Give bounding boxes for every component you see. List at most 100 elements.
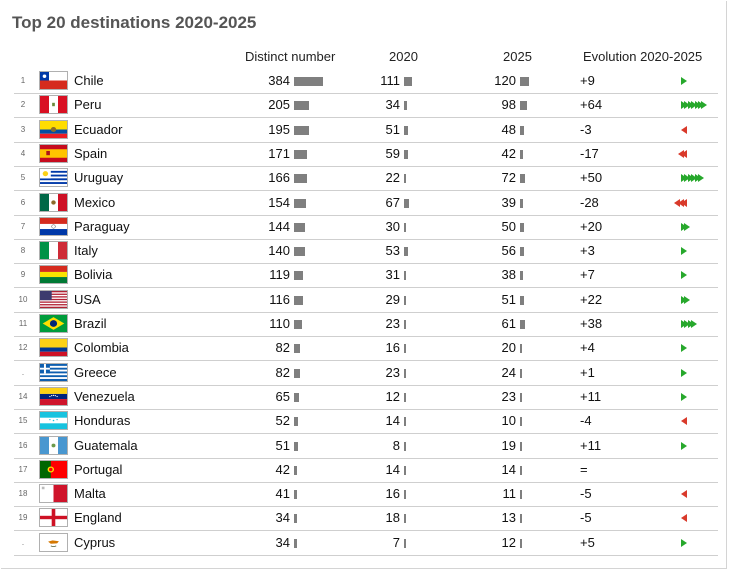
bar-2020: [404, 320, 406, 329]
bar-2020: [404, 149, 408, 159]
arrow-up-icon: [684, 222, 691, 231]
arrow-up-icon: [681, 77, 687, 85]
value-2020: 59: [385, 145, 400, 161]
evolution-value: +64: [580, 97, 603, 113]
value-2025: 12: [501, 534, 516, 550]
bar-2025: [520, 392, 522, 402]
country-name: Chile: [74, 73, 104, 88]
arrow-up-icon: [691, 174, 698, 183]
arrow-up-icon: [687, 320, 694, 328]
arrow-down-icon: [681, 417, 687, 426]
country-name: USA: [74, 291, 101, 307]
england-flag-icon: [39, 508, 68, 528]
arrow-up-icon: [691, 320, 698, 328]
ecuador-flag-icon: [39, 119, 68, 139]
rank-label: 5: [20, 173, 26, 183]
peru-flag-icon: [39, 95, 68, 115]
distinct-number-value: 205: [268, 97, 290, 113]
value-2020: 34: [385, 97, 400, 113]
rank-label: .: [21, 367, 25, 377]
arrow-up-icon: [681, 271, 687, 280]
arrow-up-icon: [687, 101, 694, 110]
table-row: 1 Chile 384 111 120 +9: [14, 69, 718, 94]
malta-flag-icon: [39, 484, 68, 504]
evolution-value: +9: [580, 73, 595, 88]
arrow-up-icon: [684, 320, 691, 328]
bar-2020: [404, 222, 406, 232]
country-name: Greece: [74, 364, 117, 380]
evolution-value: -4: [580, 413, 592, 429]
rank-label: 3: [20, 124, 26, 134]
distinct-number-value: 41: [275, 486, 290, 502]
evolution-value: +11: [580, 388, 602, 404]
value-2025: 98: [501, 97, 516, 113]
rank-label: .: [21, 537, 25, 547]
country-name: Malta: [74, 486, 106, 502]
venezuela-flag-icon: [39, 386, 68, 406]
distinct-number-value: 384: [268, 73, 290, 88]
bar-2020: [404, 368, 406, 378]
evolution-value: -5: [580, 510, 592, 526]
arrow-up-icon: [681, 247, 687, 256]
table-row: 5 Uruguay 166 22 72 +50: [14, 166, 718, 192]
value-2025: 72: [501, 170, 516, 186]
arrow-up-icon: [698, 174, 704, 183]
rank-label: 11: [18, 319, 28, 328]
bolivia-flag-icon: [39, 265, 68, 285]
uruguay-flag-icon: [39, 168, 68, 188]
bar-2020: [404, 538, 406, 548]
arrow-up-icon: [687, 174, 694, 183]
arrow-up-icon: [681, 222, 687, 231]
distinct-number-bar: [294, 125, 309, 135]
table-row: 19 England 34 18 13 -5: [14, 506, 718, 532]
table-row: 4 Spain 171 59 42 -17: [14, 142, 718, 167]
bar-2025: [520, 417, 522, 427]
distinct-number-bar: [294, 174, 307, 184]
evolution-value: +1: [580, 364, 595, 380]
bar-2025: [520, 101, 527, 111]
bar-2020: [404, 101, 407, 111]
evolution-value: +5: [580, 534, 595, 550]
value-2020: 23: [385, 364, 400, 380]
evolution-value: +4: [580, 340, 595, 356]
arrow-down-icon: [681, 149, 687, 158]
rank-label: 17: [18, 464, 28, 474]
distinct-number-value: 42: [275, 461, 290, 477]
distinct-number-bar: [294, 320, 302, 329]
distinct-number-bar: [294, 538, 297, 548]
value-2025: 19: [501, 437, 516, 453]
rank-label: 6: [20, 197, 26, 207]
bar-2020: [404, 417, 406, 427]
country-name: Colombia: [74, 340, 129, 356]
distinct-number-value: 166: [268, 170, 290, 186]
country-name: Bolivia: [74, 267, 113, 283]
table-row: . Greece 82 23 24 +1: [14, 361, 718, 386]
bar-2025: [520, 149, 523, 159]
distinct-number-value: 82: [275, 340, 290, 356]
value-2020: 29: [385, 291, 400, 307]
country-name: Venezuela: [74, 388, 135, 404]
arrow-up-icon: [701, 101, 708, 110]
value-2020: 18: [385, 510, 400, 526]
arrow-down-icon: [681, 490, 687, 499]
rank-label: 15: [18, 416, 28, 426]
header-evolution: Evolution 2020-2025: [583, 49, 703, 64]
bar-2025: [520, 368, 522, 378]
table-row: . Cyprus 34 7 12 +5: [14, 531, 718, 556]
rank-label: 9: [20, 270, 26, 280]
table-row: 3 Ecuador 195 51 48 -3: [14, 118, 718, 143]
cyprus-flag-icon: [39, 532, 68, 552]
bar-2025: [520, 174, 525, 184]
distinct-number-value: 195: [268, 121, 290, 137]
evolution-value: -5: [580, 486, 592, 502]
table-row: 14 Venezuela 65 12 23 +11: [14, 385, 718, 410]
bar-2025: [520, 198, 523, 208]
bar-2025: [520, 222, 524, 232]
bar-2020: [404, 514, 406, 524]
bar-2020: [404, 271, 406, 281]
country-name: England: [74, 510, 122, 526]
value-2020: 31: [385, 267, 400, 283]
bar-2020: [404, 344, 406, 354]
usa-flag-icon: [39, 289, 68, 309]
distinct-number-bar: [294, 465, 297, 475]
